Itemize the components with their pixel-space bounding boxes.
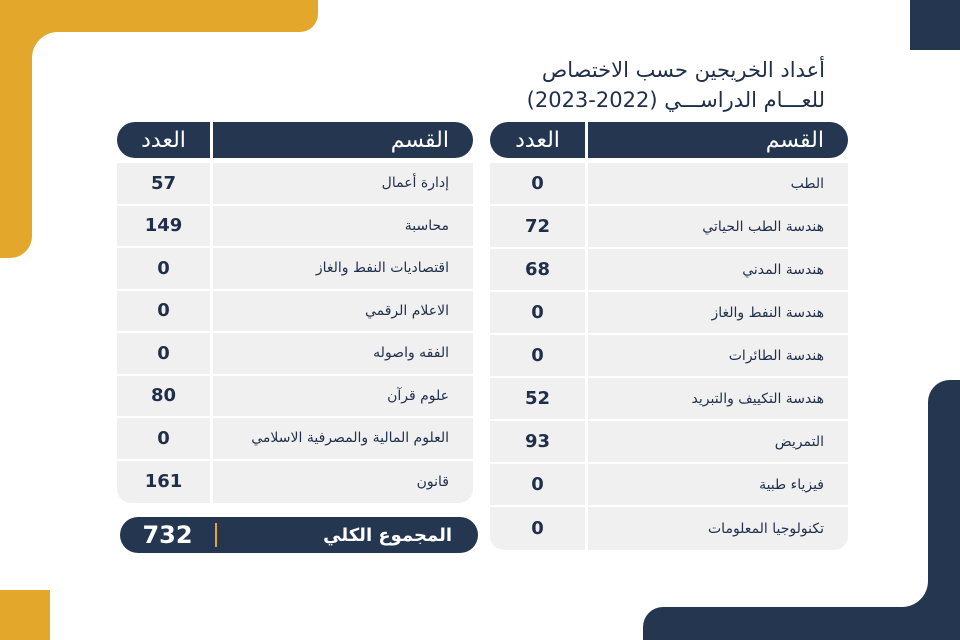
count-cell: 0	[117, 248, 210, 289]
count-cell: 57	[117, 163, 210, 204]
table-header: العدد القسم	[490, 122, 848, 158]
decor	[868, 547, 928, 607]
separator	[585, 122, 588, 158]
department-cell: الاعلام الرقمي	[213, 290, 473, 331]
table-row: 57 إدارة أعمال	[117, 163, 473, 206]
count-cell: 52	[490, 378, 585, 419]
table-row: 0 الطب	[490, 163, 848, 206]
department-cell: علوم قرآن	[213, 375, 473, 416]
department-cell: العلوم المالية والمصرفية الاسلامي	[213, 418, 473, 459]
count-cell: 149	[117, 205, 210, 246]
department-cell: تكنولوجيا المعلومات	[588, 507, 848, 550]
table-row: 0 الفقه واصوله	[117, 333, 473, 376]
department-cell: هندسة النفط والغاز	[588, 292, 848, 333]
table-row: 0 فيزياء طبية	[490, 464, 848, 507]
table-header: العدد القسم	[117, 122, 473, 158]
count-cell: 68	[490, 249, 585, 290]
table-row: 0 الاعلام الرقمي	[117, 290, 473, 333]
title: أعداد الخريجين حسب الاختصاص	[541, 58, 825, 82]
department-cell: محاسبة	[213, 205, 473, 246]
decor	[910, 0, 960, 50]
table-row: 0 هندسة الطائرات	[490, 335, 848, 378]
separator	[215, 523, 217, 547]
count-cell: 0	[490, 507, 585, 550]
table-row: 0 هندسة النفط والغاز	[490, 292, 848, 335]
table-row: 72 هندسة الطب الحياتي	[490, 206, 848, 249]
count-cell: 0	[490, 292, 585, 333]
department-cell: اقتصاديات النفط والغاز	[213, 248, 473, 289]
header-cell: العدد	[141, 127, 186, 153]
title: للعـــام الدراســـي (2022-2023)	[526, 88, 825, 112]
count-cell: 161	[117, 460, 210, 503]
count-cell: 72	[490, 206, 585, 247]
table-row: 52 هندسة التكييف والتبريد	[490, 378, 848, 421]
header-cell: القسم	[390, 127, 449, 153]
table-row: 93 التمريض	[490, 421, 848, 464]
department-cell: التمريض	[588, 421, 848, 462]
count-cell: 0	[117, 418, 210, 459]
table: العدد القسم 57 إدارة أعمال 149 محاسبة 0 اقتصادي…	[117, 122, 473, 503]
table-row: 80 علوم قرآن	[117, 375, 473, 418]
table-row: 149 محاسبة	[117, 205, 473, 248]
decor	[32, 32, 92, 92]
department-cell: هندسة التكييف والتبريد	[588, 378, 848, 419]
table-row: 161 قانون	[117, 460, 473, 503]
count-cell: 0	[117, 290, 210, 331]
department-cell: هندسة المدني	[588, 249, 848, 290]
department-cell: الفقه واصوله	[213, 333, 473, 374]
count-cell: 93	[490, 421, 585, 462]
table-row: 68 هندسة المدني	[490, 249, 848, 292]
department-cell: هندسة الطب الحياتي	[588, 206, 848, 247]
header-cell: العدد	[515, 127, 560, 153]
department-cell: فيزياء طبية	[588, 464, 848, 505]
table-row: 0 تكنولوجيا المعلومات	[490, 507, 848, 550]
table-row: 0 العلوم المالية والمصرفية الاسلامي	[117, 418, 473, 461]
total-bar: 732 المجموع الكلي	[120, 517, 478, 553]
department-cell: قانون	[213, 460, 473, 503]
department-cell: هندسة الطائرات	[588, 335, 848, 376]
department-cell: الطب	[588, 163, 848, 204]
table-row: 0 اقتصاديات النفط والغاز	[117, 248, 473, 291]
count-cell: 0	[490, 335, 585, 376]
total-value: 732	[142, 521, 193, 549]
department-cell: إدارة أعمال	[213, 163, 473, 204]
count-cell: 80	[117, 375, 210, 416]
count-cell: 0	[490, 464, 585, 505]
decor	[0, 590, 50, 640]
table: العدد القسم 0 الطب 72 هندسة الطب الحياتي 68 هند…	[490, 122, 848, 550]
count-cell: 0	[117, 333, 210, 374]
separator	[210, 122, 213, 158]
total-label: المجموع الكلي	[323, 524, 452, 546]
header-cell: القسم	[765, 127, 824, 153]
count-cell: 0	[490, 163, 585, 204]
